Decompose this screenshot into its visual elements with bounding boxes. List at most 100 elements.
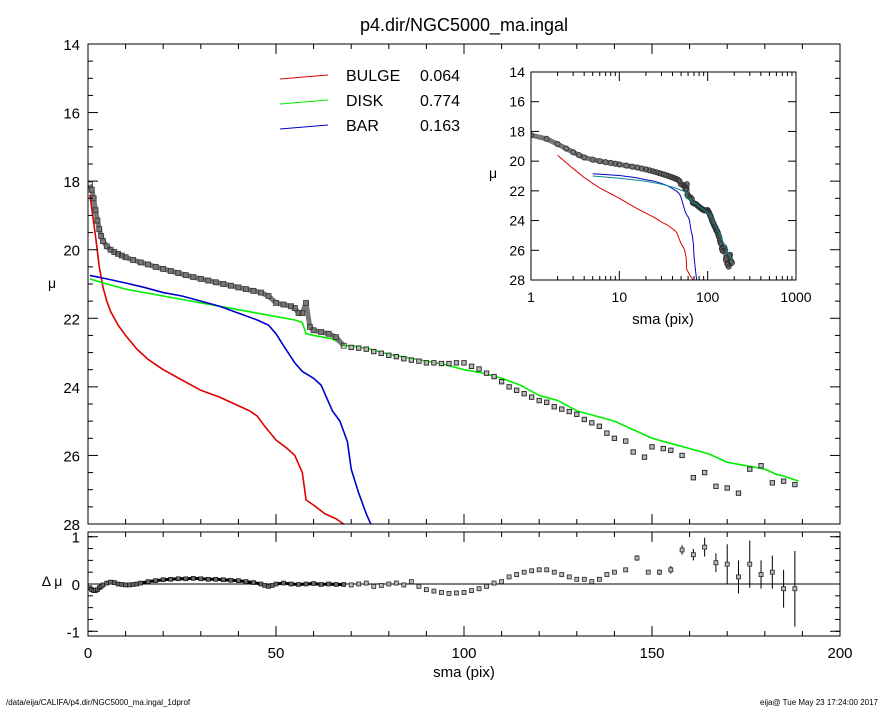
- data-point: [521, 391, 527, 397]
- data-point: [690, 475, 697, 481]
- inset-x-tick-label: 1: [527, 289, 535, 305]
- data-point: [551, 404, 557, 410]
- data-point: [291, 305, 298, 311]
- data-point: [780, 478, 787, 484]
- main-y-tick-label: 22: [63, 311, 80, 328]
- inset-line-bulge: [557, 154, 694, 280]
- residual-point: [679, 547, 685, 553]
- residual-point: [521, 569, 527, 575]
- inset-data-point: [596, 158, 603, 165]
- residual-point: [348, 582, 354, 588]
- data-point: [103, 243, 110, 250]
- data-point: [348, 344, 354, 351]
- residual-point: [378, 583, 384, 588]
- data-point: [280, 301, 287, 308]
- data-point: [96, 226, 103, 233]
- data-point: [792, 481, 798, 488]
- data-point: [299, 310, 306, 317]
- inset-data-point: [652, 169, 660, 176]
- x-axis-label: sma (pix): [433, 664, 495, 681]
- residual-point: [371, 583, 377, 589]
- data-point: [235, 284, 242, 291]
- data-point: [118, 252, 125, 259]
- residual-point: [386, 581, 392, 587]
- data-point: [581, 416, 587, 423]
- residual-y-axis-label: Δ μ: [42, 573, 63, 589]
- residual-point: [713, 560, 719, 566]
- data-point: [401, 356, 407, 362]
- residual-point: [303, 581, 309, 587]
- residual-point: [423, 587, 429, 593]
- data-point: [468, 363, 475, 369]
- residual-point: [461, 590, 467, 595]
- inset-x-tick-label: 100: [696, 289, 720, 305]
- residual-point: [115, 581, 121, 587]
- inset-x-tick-label: 1000: [780, 289, 811, 305]
- residual-point: [251, 580, 256, 585]
- residual-point: [273, 581, 279, 587]
- residual-point: [311, 581, 316, 586]
- residual-point: [476, 586, 482, 592]
- residual-point: [623, 567, 629, 573]
- data-point: [623, 438, 629, 444]
- inset-data-point: [674, 176, 681, 183]
- chart-title: p4.dir/NGC5000_ma.ingal: [360, 15, 568, 36]
- inset-data-point: [649, 168, 656, 175]
- data-point: [258, 289, 264, 296]
- inset-data-point: [581, 154, 588, 161]
- inset-data-point: [612, 160, 619, 167]
- data-point: [660, 445, 666, 452]
- data-point: [356, 345, 362, 351]
- data-point: [310, 327, 317, 334]
- data-point: [453, 360, 460, 366]
- inset-data-point: [642, 166, 649, 173]
- legend-swatch: [279, 99, 329, 105]
- residual-point: [168, 576, 174, 582]
- data-point: [589, 420, 595, 426]
- inset-y-tick-label: 24: [509, 213, 525, 229]
- residual-point: [439, 590, 444, 595]
- residual-point: [108, 579, 113, 585]
- residual-point: [469, 588, 474, 594]
- residual-point: [454, 590, 459, 596]
- residual-point: [446, 591, 452, 596]
- data-point: [190, 274, 197, 281]
- data-point: [122, 254, 129, 261]
- residual-point: [104, 580, 110, 586]
- legend: BULGE 0.064 DISK 0.774 BAR 0.163: [279, 68, 460, 135]
- residual-point: [596, 576, 602, 582]
- residual-point: [138, 580, 143, 586]
- data-point: [145, 261, 152, 268]
- residual-point: [559, 572, 565, 577]
- data-point: [130, 257, 137, 263]
- residual-point: [236, 578, 241, 583]
- data-point: [167, 268, 174, 274]
- data-point: [544, 399, 550, 405]
- residual-point: [792, 586, 798, 592]
- data-point: [758, 463, 764, 469]
- series-line-disk: [89, 278, 799, 482]
- data-point: [446, 360, 452, 367]
- residual-point: [288, 581, 294, 587]
- data-point: [611, 435, 618, 441]
- residual-point: [612, 569, 617, 575]
- inset-y-tick-label: 14: [509, 64, 525, 80]
- data-point: [416, 358, 422, 364]
- main-y-tick-label: 28: [63, 517, 80, 534]
- x-tick-label: 100: [451, 645, 476, 662]
- x-tick-label: 150: [639, 645, 664, 662]
- inset-data-point: [722, 247, 729, 254]
- inset-y-tick-label: 20: [509, 153, 525, 169]
- data-point: [423, 360, 430, 366]
- residual-point: [551, 569, 557, 575]
- residual-point: [221, 577, 226, 583]
- residual-point: [134, 581, 140, 587]
- residual-point: [589, 579, 595, 585]
- data-point: [363, 346, 369, 352]
- data-point: [100, 238, 106, 245]
- main-y-tick-label: 26: [63, 448, 80, 465]
- series-line-bar: [89, 274, 372, 524]
- data-point: [94, 217, 101, 224]
- residual-point: [183, 576, 189, 582]
- residual-point: [153, 578, 158, 583]
